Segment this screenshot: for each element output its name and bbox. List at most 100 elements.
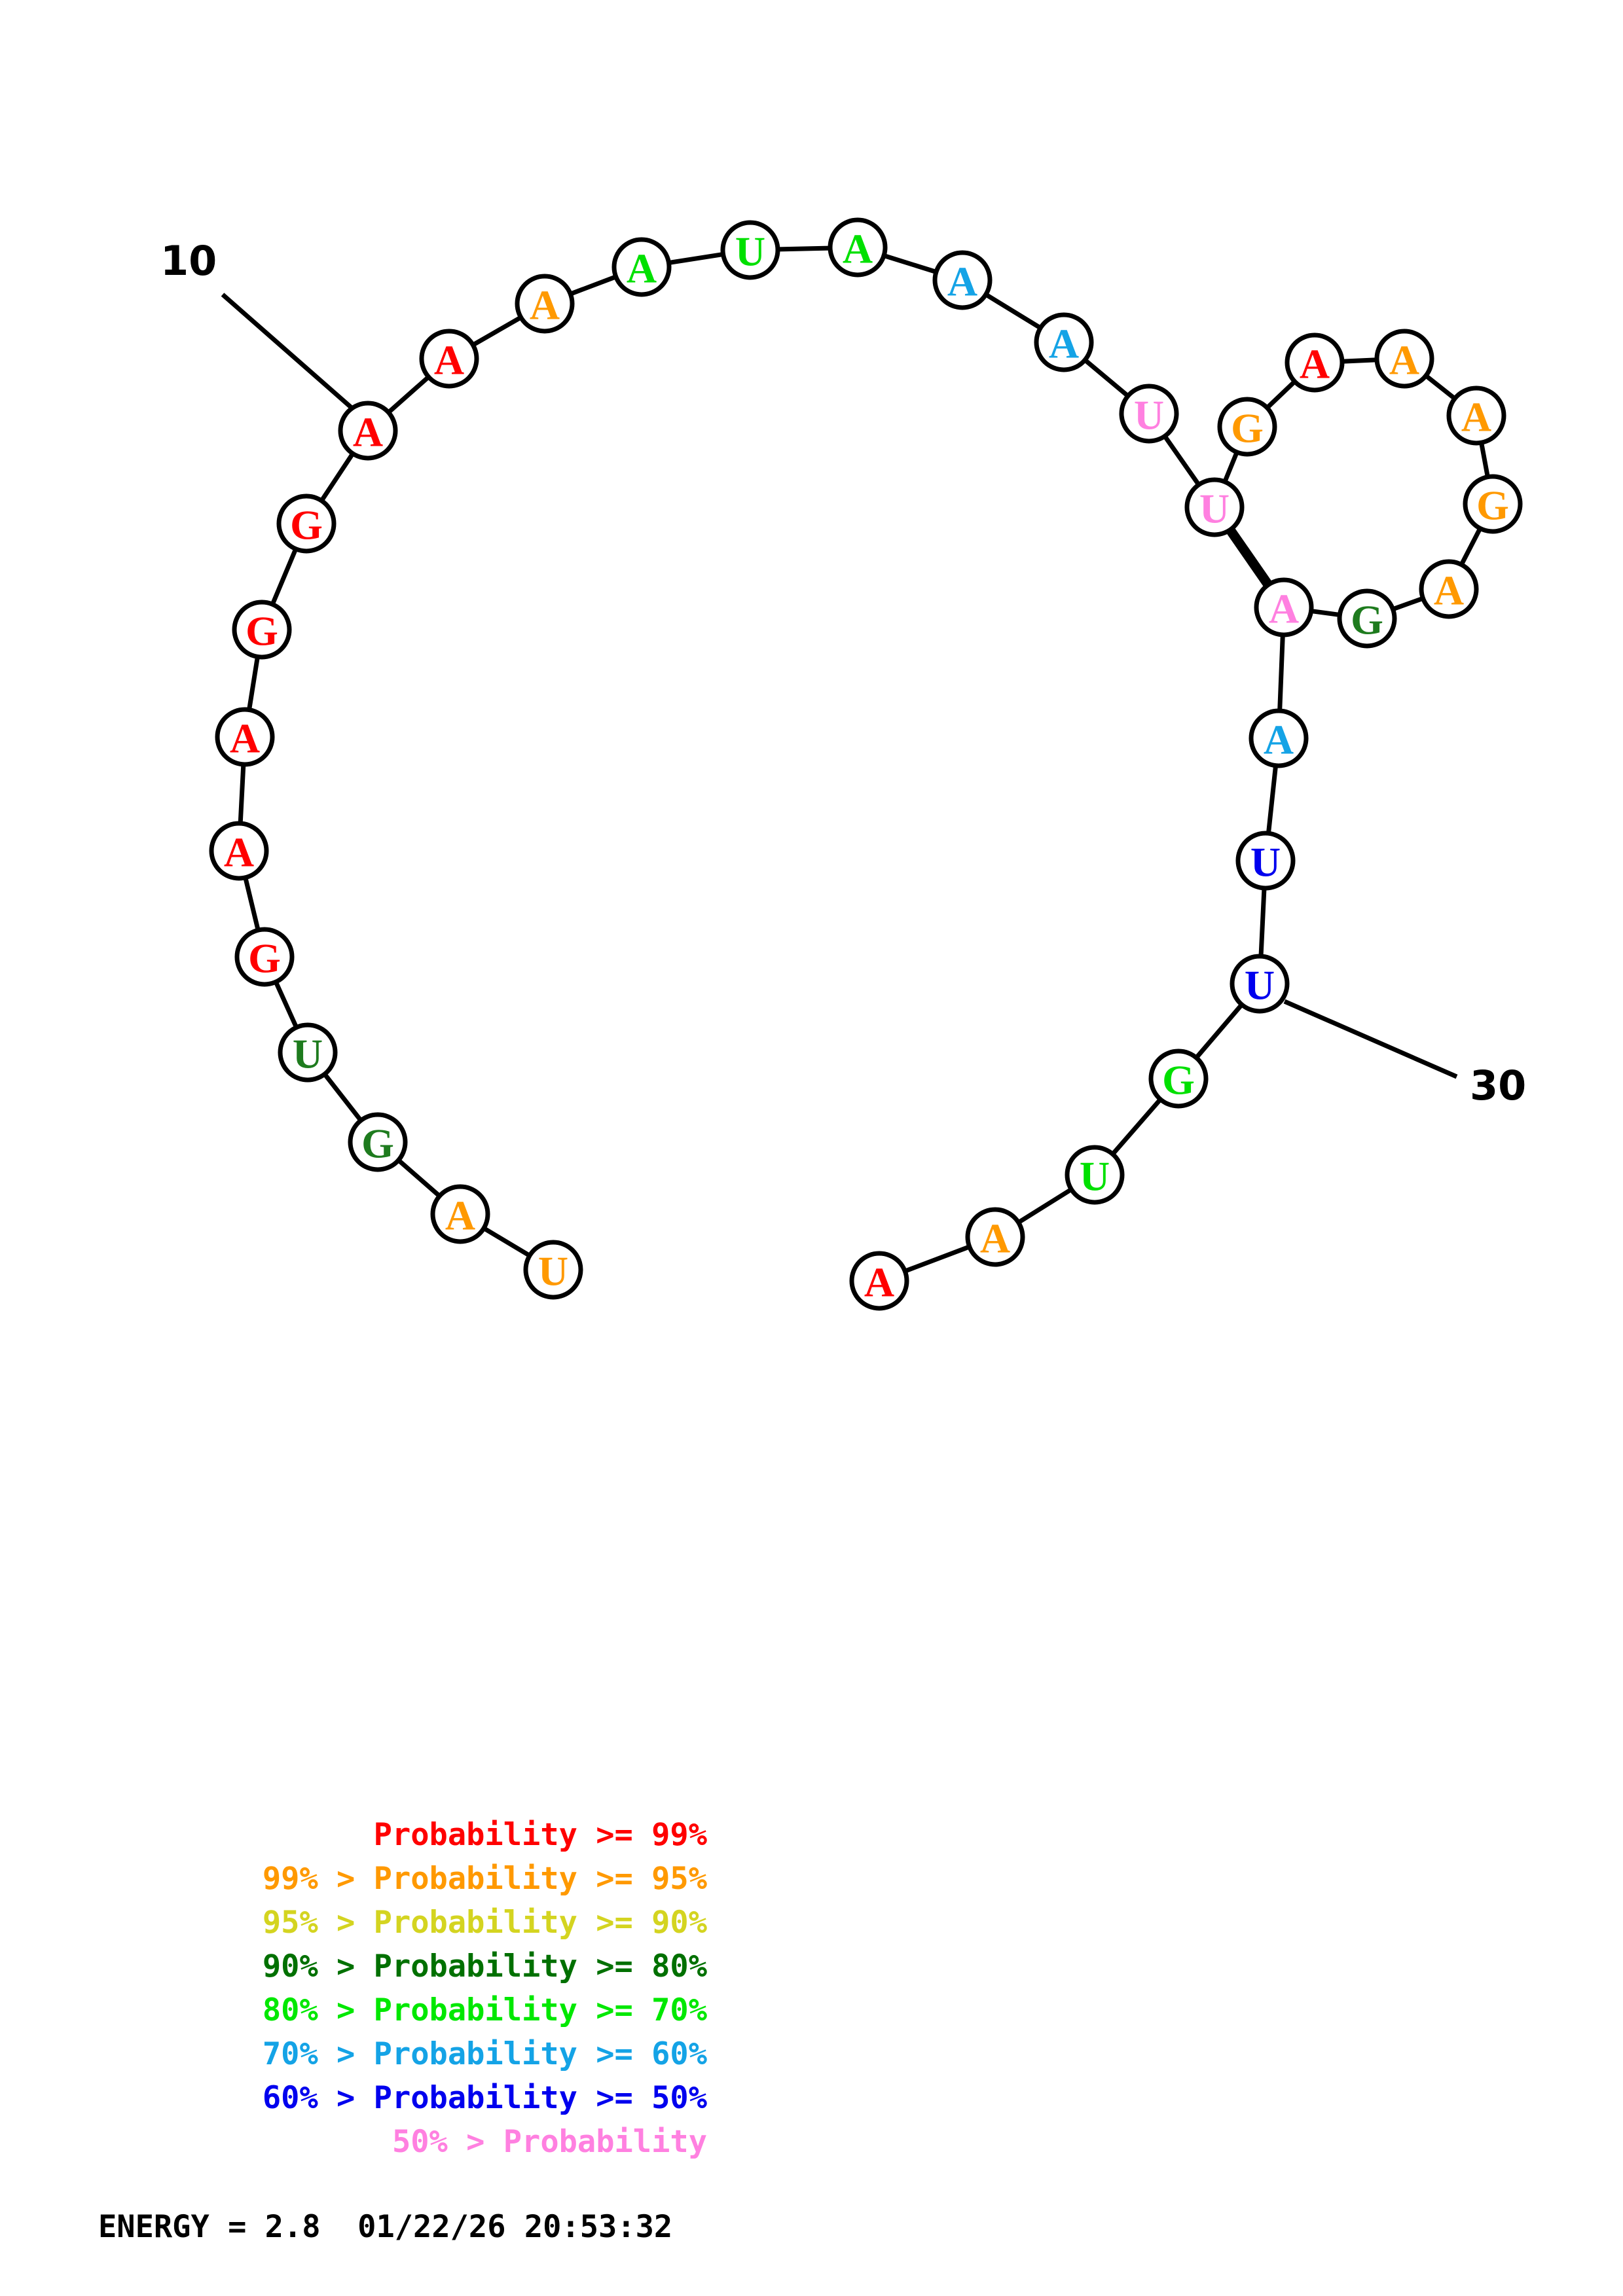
nucleotide-circle <box>348 1112 408 1172</box>
nucleotide-letter: A <box>864 1259 894 1306</box>
nucleotide-34-A[interactable]: A <box>849 1251 909 1311</box>
nucleotide-circle <box>720 220 780 280</box>
nucleotide-23-A[interactable]: A <box>1446 386 1506 446</box>
nucleotide-circle <box>1337 588 1397 649</box>
nucleotide-letter: A <box>843 226 873 272</box>
nucleotide-27-A[interactable]: A <box>1254 577 1314 637</box>
nucleotide-circle <box>1034 312 1094 372</box>
nucleotide-18-U[interactable]: U <box>1119 384 1179 444</box>
nucleotide-22-A[interactable]: A <box>1374 329 1434 389</box>
nucleotide-1-U[interactable]: U <box>523 1240 583 1300</box>
backbone-bond <box>1266 764 1278 834</box>
backbone-bond <box>985 293 1042 330</box>
nucleotide-29-U[interactable]: U <box>1235 831 1296 891</box>
nucleotide-circle <box>419 329 479 389</box>
nucleotide-letter: U <box>538 1248 568 1295</box>
backbone-bond <box>1391 596 1425 611</box>
backbone-bond <box>1310 609 1341 617</box>
nucleotide-5-G[interactable]: G <box>234 927 295 987</box>
nucleotide-circle <box>1217 397 1277 457</box>
nucleotide-13-A[interactable]: A <box>611 237 672 297</box>
nucleotide-9-G[interactable]: G <box>276 493 337 554</box>
nucleotide-25-A[interactable]: A <box>1419 559 1479 619</box>
nucleotide-12-A[interactable]: A <box>515 274 575 334</box>
nucleotide-3-G[interactable]: G <box>348 1112 408 1172</box>
backbone-bond <box>1223 451 1239 483</box>
nucleotide-circle <box>932 250 993 310</box>
backbone-bond <box>270 548 298 605</box>
nucleotide-letter: U <box>1134 392 1164 439</box>
nucleotide-24-G[interactable]: G <box>1463 474 1523 534</box>
nucleotide-33-A[interactable]: A <box>965 1207 1025 1267</box>
nucleotide-16-A[interactable]: A <box>932 250 993 310</box>
legend-row-3: 90% > Probability >= 80% <box>262 1948 707 1984</box>
position-label-layer: 10 30 <box>160 237 1526 1109</box>
nucleotide-letter: G <box>1162 1057 1195 1103</box>
nucleotide-letter: A <box>1434 567 1464 614</box>
position-label-leader <box>221 293 359 414</box>
backbone-bond <box>1111 1098 1162 1156</box>
nucleotide-circle <box>1148 1049 1209 1109</box>
nucleotide-15-A[interactable]: A <box>828 217 888 278</box>
nucleotide-32-U[interactable]: U <box>1065 1145 1125 1205</box>
backbone-bond <box>274 980 299 1029</box>
nucleotide-28-A[interactable]: A <box>1249 708 1309 768</box>
nucleotide-letter: A <box>434 337 464 384</box>
nucleotide-11-A[interactable]: A <box>419 329 479 389</box>
nucleotide-circle <box>1119 384 1179 444</box>
nucleotide-letter: A <box>224 829 254 876</box>
nucleotide-circle <box>1249 708 1309 768</box>
nucleotide-6-A[interactable]: A <box>209 821 269 881</box>
nucleotide-letter: G <box>248 935 281 982</box>
nucleotide-31-G[interactable]: G <box>1148 1049 1209 1109</box>
backbone-bond <box>1195 1003 1243 1060</box>
backbone-bond <box>1266 380 1296 410</box>
nucleotide-17-A[interactable]: A <box>1034 312 1094 372</box>
nucleotide-letter: A <box>1461 394 1491 440</box>
nucleotide-10-A[interactable]: A <box>338 401 398 461</box>
nucleotide-circle <box>1065 1145 1125 1205</box>
legend-row-2: 95% > Probability >= 90% <box>262 1905 707 1941</box>
nucleotide-letter: A <box>1269 586 1299 632</box>
backbone-bond <box>1258 887 1267 958</box>
nucleotide-letter: A <box>353 409 383 456</box>
nucleotide-circle <box>1285 332 1345 393</box>
nucleotide-letter: G <box>246 608 278 655</box>
nucleotide-26-G[interactable]: G <box>1337 588 1397 649</box>
backbone-bond <box>387 375 430 414</box>
base-pair-bond <box>1226 528 1272 587</box>
nucleotide-letter: U <box>1199 486 1230 532</box>
nucleotide-4-U[interactable]: U <box>278 1022 338 1083</box>
nucleotide-circle <box>215 707 275 767</box>
nucleotide-circle <box>276 493 337 554</box>
nucleotide-letter: A <box>1264 717 1294 763</box>
nucleotide-circle <box>849 1251 909 1311</box>
backbone-bond <box>1017 1187 1073 1225</box>
nucleotide-circle <box>338 401 398 461</box>
nucleotide-8-G[interactable]: G <box>232 600 292 660</box>
nucleotide-circle <box>965 1207 1025 1267</box>
nucleotide-21-A[interactable]: A <box>1285 332 1345 393</box>
backbone-bond <box>471 315 522 347</box>
nucleotide-circle <box>430 1184 490 1244</box>
backbone-bond-layer <box>238 245 1490 1273</box>
backbone-bond <box>776 245 831 252</box>
nucleotide-14-U[interactable]: U <box>720 220 780 280</box>
nucleotide-30-U[interactable]: U <box>1230 954 1290 1014</box>
nucleotide-letter: U <box>1080 1153 1110 1200</box>
nucleotide-circle <box>515 274 575 334</box>
nucleotide-circle <box>1446 386 1506 446</box>
nucleotide-7-A[interactable]: A <box>215 707 275 767</box>
backbone-bond <box>319 452 355 502</box>
nucleotide-letter: A <box>1389 337 1419 384</box>
nucleotide-2-A[interactable]: A <box>430 1184 490 1244</box>
nucleotide-letter: U <box>735 228 765 275</box>
legend-row-4: 80% > Probability >= 70% <box>262 1992 707 2028</box>
nucleotide-letter: A <box>627 245 657 292</box>
nucleotide-19-U[interactable]: U <box>1184 477 1245 537</box>
nucleotide-circle <box>1374 329 1434 389</box>
nucleotide-circle <box>523 1240 583 1300</box>
nucleotide-20-G[interactable]: G <box>1217 397 1277 457</box>
